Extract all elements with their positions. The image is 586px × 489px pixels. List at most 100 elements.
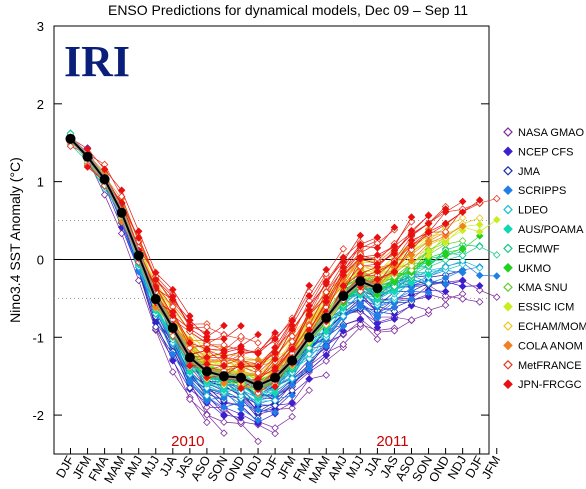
forecast-marker bbox=[237, 360, 245, 369]
observed-point bbox=[150, 294, 161, 305]
forecast-marker bbox=[220, 335, 228, 343]
legend-label: UKMO bbox=[518, 263, 551, 275]
iri-logo: IRI bbox=[64, 37, 130, 86]
forecast-marker bbox=[373, 233, 382, 242]
forecast-marker bbox=[186, 395, 194, 404]
legend-marker bbox=[503, 204, 513, 215]
observed-point bbox=[201, 366, 212, 377]
forecast-marker bbox=[424, 239, 433, 248]
forecast-marker bbox=[475, 298, 484, 306]
forecast-marker bbox=[424, 292, 433, 301]
forecast-marker bbox=[407, 213, 416, 221]
forecast-marker bbox=[441, 219, 450, 228]
forecast-marker bbox=[83, 163, 92, 171]
y-tick-label: 0 bbox=[37, 252, 44, 267]
legend-label: ECMWF bbox=[518, 243, 560, 255]
forecast-marker bbox=[373, 323, 382, 332]
forecast-marker bbox=[220, 362, 228, 370]
forecast-marker bbox=[373, 335, 382, 343]
forecast-marker bbox=[186, 316, 194, 324]
forecast-marker bbox=[254, 362, 262, 371]
forecast-marker bbox=[390, 246, 399, 255]
forecast-line bbox=[87, 166, 208, 334]
legend-label: ECHAM/MOM bbox=[518, 321, 586, 333]
forecast-line bbox=[240, 235, 361, 389]
forecast-marker bbox=[356, 287, 365, 295]
forecast-marker bbox=[254, 339, 262, 347]
x-tick-label: JFM bbox=[479, 454, 503, 482]
forecast-marker bbox=[390, 268, 399, 276]
forecast-marker bbox=[322, 327, 331, 336]
forecast-marker bbox=[407, 278, 416, 287]
forecast-marker bbox=[169, 311, 177, 320]
forecast-marker bbox=[271, 382, 279, 391]
forecast-marker bbox=[237, 417, 245, 426]
forecast-marker bbox=[458, 245, 467, 253]
forecast-marker bbox=[271, 355, 279, 363]
forecast-marker bbox=[492, 215, 501, 224]
forecast-marker bbox=[441, 280, 450, 288]
forecast-marker bbox=[356, 231, 365, 240]
chart-title: ENSO Predictions for dynamical models, D… bbox=[108, 2, 468, 18]
observed-point bbox=[355, 276, 366, 287]
observed-point bbox=[270, 372, 281, 383]
forecast-marker bbox=[475, 271, 484, 280]
forecast-marker bbox=[288, 380, 296, 389]
forecast-marker bbox=[305, 310, 313, 319]
legend-label: NASA GMAO bbox=[518, 127, 584, 139]
forecast-marker bbox=[271, 429, 279, 438]
forecast-marker bbox=[407, 287, 416, 296]
forecast-marker bbox=[288, 345, 296, 353]
forecast-marker bbox=[475, 232, 484, 240]
observed-point bbox=[184, 352, 195, 363]
forecast-marker bbox=[203, 418, 211, 427]
forecast-marker bbox=[220, 410, 228, 419]
forecast-marker bbox=[237, 344, 245, 353]
year-labels: 2010 2011 bbox=[171, 433, 408, 450]
forecast-marker bbox=[390, 278, 399, 286]
forecast-line bbox=[257, 237, 378, 390]
forecast-marker bbox=[254, 416, 262, 425]
forecast-marker bbox=[390, 326, 399, 335]
forecast-marker bbox=[407, 256, 416, 265]
forecast-marker bbox=[458, 257, 467, 265]
y-tick-label: 2 bbox=[37, 97, 44, 112]
legend-marker bbox=[503, 282, 513, 293]
forecast-marker bbox=[339, 312, 348, 320]
forecast-marker bbox=[441, 208, 450, 216]
forecast-marker bbox=[356, 298, 365, 307]
forecast-marker bbox=[186, 362, 194, 370]
forecast-marker bbox=[305, 292, 313, 300]
forecast-marker bbox=[322, 371, 331, 379]
observed-point bbox=[372, 283, 383, 294]
legend-marker bbox=[503, 359, 513, 370]
forecast-marker bbox=[424, 252, 433, 260]
forecast-marker bbox=[424, 219, 433, 228]
forecast-line bbox=[360, 199, 480, 288]
forecast-marker bbox=[203, 403, 211, 412]
legend-marker bbox=[503, 340, 513, 351]
forecast-marker bbox=[220, 418, 228, 426]
legend-label: AUS/POAMA bbox=[518, 224, 584, 236]
forecast-marker bbox=[220, 348, 228, 357]
forecast-marker bbox=[186, 367, 194, 376]
forecast-marker bbox=[356, 320, 365, 328]
forecast-marker bbox=[390, 282, 399, 291]
forecast-marker bbox=[339, 245, 348, 253]
forecast-marker bbox=[254, 389, 262, 397]
forecast-marker bbox=[169, 295, 177, 304]
forecast-line bbox=[343, 201, 463, 295]
forecast-marker bbox=[220, 394, 228, 402]
forecast-marker bbox=[390, 303, 399, 311]
forecast-marker bbox=[305, 386, 313, 395]
plot-area bbox=[53, 25, 501, 455]
forecast-marker bbox=[220, 321, 228, 330]
forecast-marker bbox=[237, 410, 245, 418]
forecast-marker bbox=[339, 271, 348, 279]
forecast-marker bbox=[407, 262, 416, 270]
forecast-marker bbox=[288, 374, 296, 383]
forecast-marker bbox=[237, 332, 245, 341]
forecast-marker bbox=[271, 389, 279, 397]
forecast-marker bbox=[492, 293, 501, 301]
forecast-marker bbox=[458, 282, 467, 291]
